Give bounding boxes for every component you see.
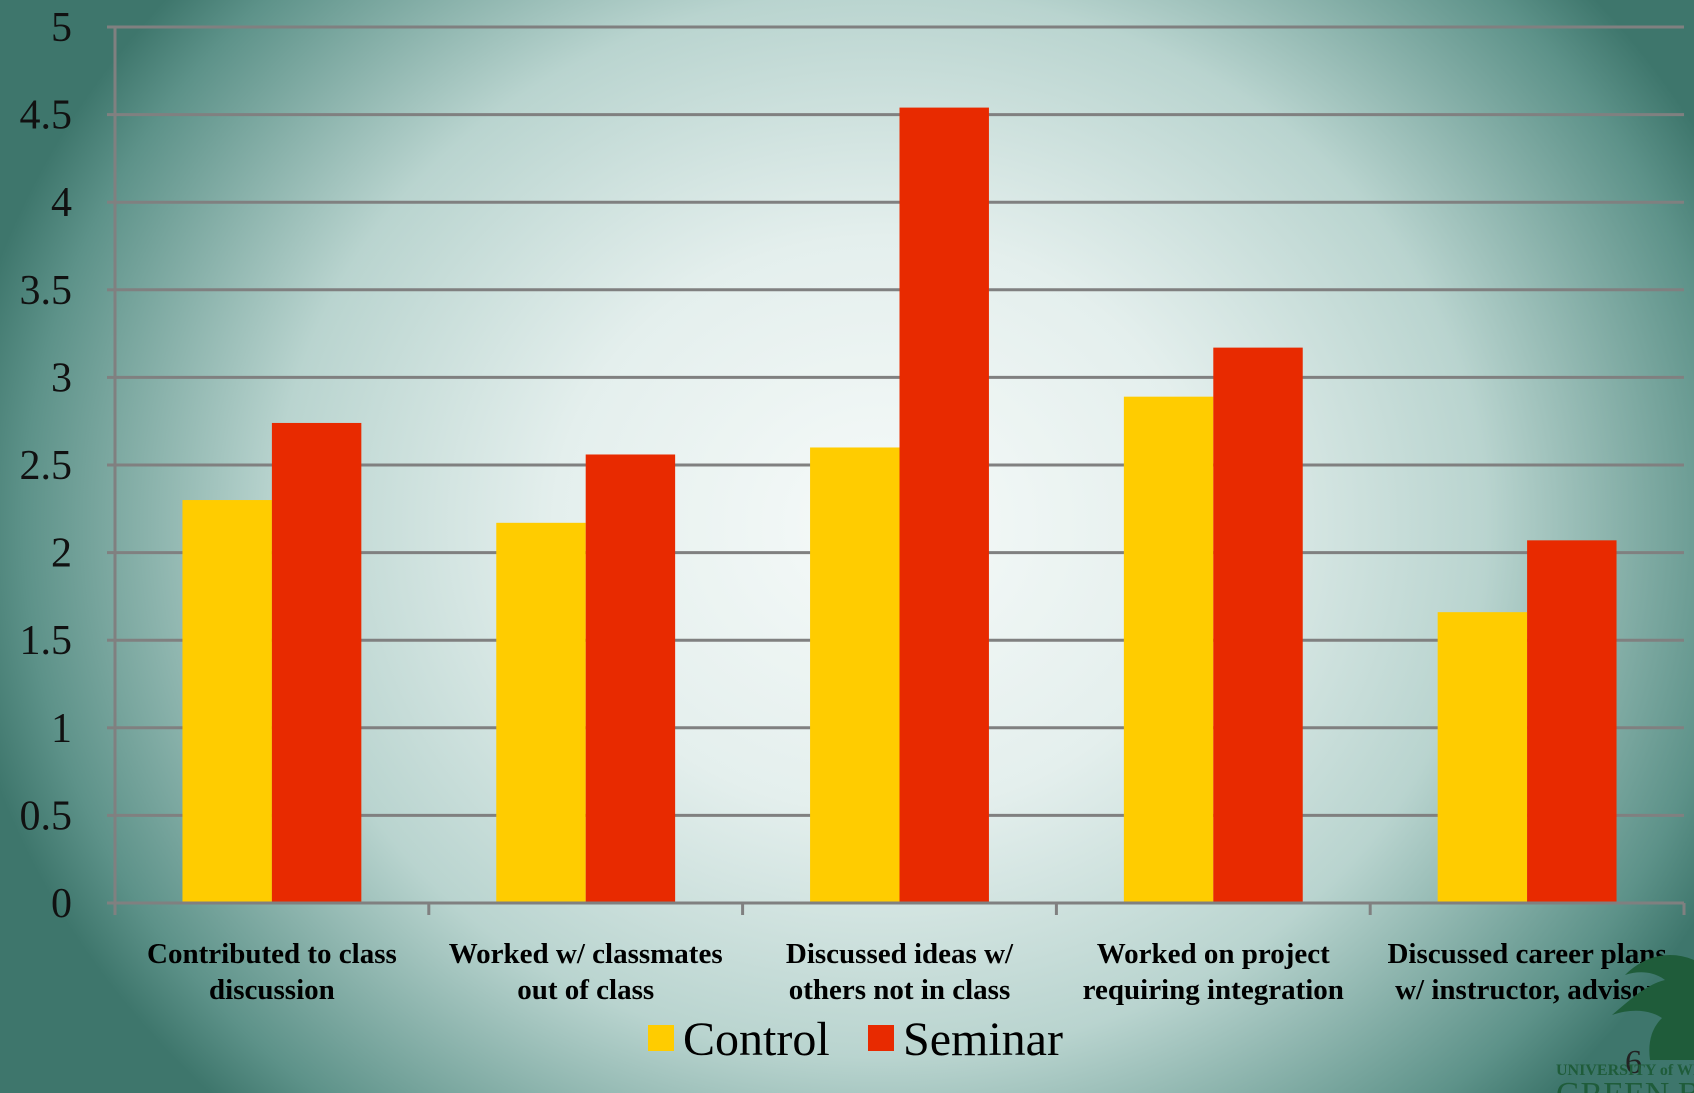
y-tick-label: 2	[51, 531, 72, 577]
phoenix-icon	[1612, 955, 1694, 1060]
y-tick-label: 3.5	[20, 268, 73, 314]
y-tick-label: 4.5	[20, 93, 73, 139]
x-category-label: Worked w/ classmates out of class	[449, 938, 723, 1006]
university-logo: UNIVERSITY of WISCONSIN GREEN BAY	[1556, 955, 1694, 1093]
page-number: 6	[1625, 1044, 1642, 1081]
axes	[107, 25, 1686, 915]
bar-control	[1123, 396, 1214, 903]
y-tick-labels: 0 0.5 1 1.5 2 2.5 3 3.5 4 4.5 5	[20, 5, 73, 927]
bar-control	[1437, 612, 1528, 903]
bar-control	[496, 522, 586, 903]
category-labels: Contributed to class discussion Worked w/ …	[147, 938, 1667, 1006]
legend-label-seminar: Seminar	[903, 1013, 1063, 1066]
y-tick-label: 0	[51, 881, 72, 927]
bars	[182, 107, 1617, 904]
y-tick-label: 1.5	[20, 618, 73, 664]
bar-seminar	[585, 454, 676, 903]
bar-control	[182, 500, 272, 903]
y-tick-label: 4	[51, 180, 72, 226]
legend-swatch-control	[648, 1025, 674, 1051]
x-category-label: Discussed career plans w/ instructor, adv…	[1387, 938, 1666, 1006]
y-tick-label: 0.5	[20, 793, 73, 839]
bar-seminar	[1527, 540, 1617, 903]
y-tick-label: 5	[51, 5, 72, 51]
legend-label-control: Control	[683, 1013, 830, 1066]
bar-seminar	[899, 107, 989, 904]
bar-seminar	[271, 422, 362, 903]
legend: Control Seminar	[648, 1013, 1063, 1066]
legend-swatch-seminar	[868, 1025, 894, 1051]
logo-name: GREEN BAY	[1556, 1076, 1694, 1093]
x-category-label: Worked on project requiring integration	[1083, 938, 1344, 1006]
y-tick-label: 1	[51, 706, 72, 752]
bar-seminar	[1213, 347, 1303, 904]
x-category-label: Discussed ideas w/others not in class	[786, 938, 1014, 1006]
x-category-label: Contributed to class discussion	[147, 938, 397, 1006]
y-tick-label: 2.5	[20, 443, 73, 489]
y-tick-label: 3	[51, 355, 72, 401]
logo-caption: UNIVERSITY of WISCONSIN	[1556, 1062, 1694, 1079]
bar-control	[810, 447, 900, 903]
